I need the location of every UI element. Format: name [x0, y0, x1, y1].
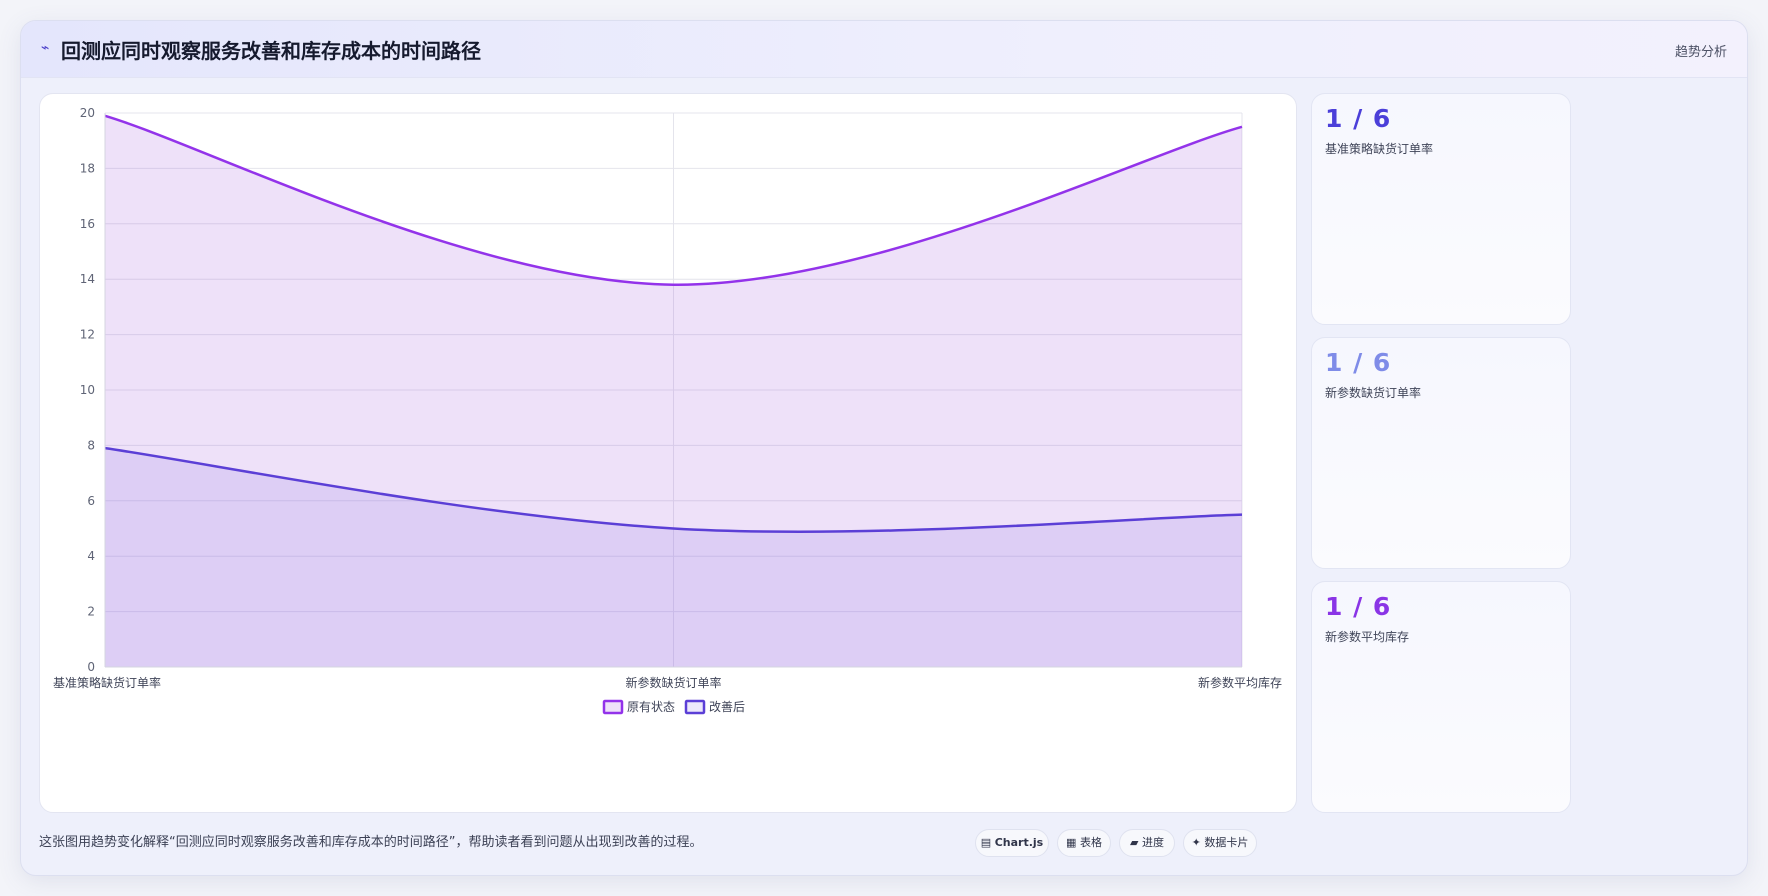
- kpi-label: 新参数平均库存: [1325, 630, 1410, 644]
- kpi-label: 基准策略缺货订单率: [1325, 142, 1434, 156]
- kpi-card-new-stockout: 1 / 6 新参数缺货订单率: [1311, 337, 1571, 569]
- panel-header: ⌁ 回测应同时观察服务改善和库存成本的时间路径 趋势分析: [21, 21, 1747, 78]
- table-icon: ▦: [1066, 836, 1077, 849]
- y-tick-label: 6: [87, 494, 95, 508]
- kpi-card-new-inventory: 1 / 6 新参数平均库存: [1311, 581, 1571, 813]
- y-tick-label: 8: [87, 438, 95, 452]
- pill-label: Chart.js: [994, 836, 1044, 849]
- y-tick-label: 18: [80, 161, 95, 175]
- page-title: 回测应同时观察服务改善和库存成本的时间路径: [61, 39, 481, 63]
- y-tick-label: 2: [87, 605, 95, 619]
- pill-label: 进度: [1141, 836, 1164, 849]
- kpi-value: 1 / 6: [1325, 348, 1392, 377]
- legend-label: 原有状态: [627, 700, 675, 714]
- x-category-label: 基准策略缺货订单率: [53, 675, 161, 690]
- x-category-label: 新参数平均库存: [1198, 675, 1282, 690]
- y-tick-label: 4: [87, 549, 95, 563]
- y-tick-label: 16: [80, 217, 95, 231]
- pill-label: 数据卡片: [1204, 836, 1249, 849]
- x-category-label: 新参数缺货订单率: [625, 675, 721, 690]
- kpi-value: 1 / 6: [1325, 592, 1392, 621]
- y-tick-label: 20: [80, 106, 95, 120]
- kpi-label: 新参数缺货订单率: [1325, 386, 1422, 400]
- legend-label: 改善后: [709, 699, 745, 714]
- legend-swatch: [684, 699, 706, 715]
- y-tick-label: 12: [80, 328, 95, 342]
- progress-icon: ▰: [1130, 836, 1139, 849]
- chart-icon: ▤: [980, 836, 992, 849]
- chartjs-pill[interactable]: ▤ Chart.js: [975, 829, 1049, 857]
- table-pill[interactable]: ▦ 表格: [1057, 829, 1111, 857]
- legend-swatch: [602, 699, 624, 715]
- progress-pill[interactable]: ▰ 进度: [1119, 829, 1175, 857]
- y-tick-label: 10: [80, 383, 95, 397]
- chart-caption: 这张图用趋势变化解释“回测应同时观察服务改善和库存成本的时间路径”，帮助读者看到…: [39, 835, 703, 850]
- chart-card: 0 2 4 6 8 10 12 14 16 18 20 基准策略缺货订单率 新参数缺货订单率 新参数平均库…: [39, 93, 1297, 813]
- y-tick-label: 14: [80, 272, 95, 286]
- sparkle-icon: ✦: [1191, 836, 1201, 849]
- area-chart: 0 2 4 6 8 10 12 14 16 18 20 基准策略缺货订单率 新参数缺货订单率 新参数平均库…: [53, 106, 1282, 715]
- pill-label: 表格: [1079, 836, 1102, 849]
- kpi-value: 1 / 6: [1325, 104, 1392, 133]
- series-area-2: [105, 448, 1242, 667]
- trend-icon: ⌁: [41, 40, 50, 56]
- data-card-pill[interactable]: ✦ 数据卡片: [1183, 829, 1257, 857]
- analysis-type-label: 趋势分析: [1674, 45, 1727, 60]
- kpi-card-baseline-stockout: 1 / 6 基准策略缺货订单率: [1311, 93, 1571, 325]
- dashboard-panel: ⌁ 回测应同时观察服务改善和库存成本的时间路径 趋势分析 0 2 4 6 8 10 12 14…: [20, 20, 1748, 876]
- y-tick-label: 0: [87, 660, 95, 674]
